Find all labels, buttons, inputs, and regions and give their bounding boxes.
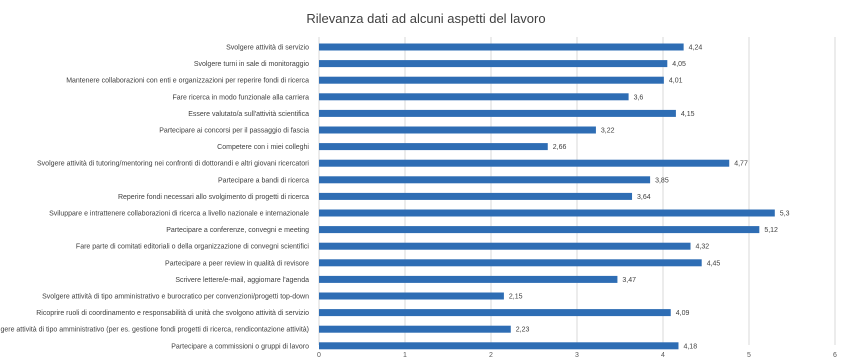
category-label: Partecipare a conferenze, convegni e mee… — [166, 227, 309, 234]
bar — [319, 242, 691, 250]
category-label: Scrivere lettere/e-mail, aggiornare l'ag… — [175, 277, 309, 284]
gridlines — [318, 37, 836, 345]
data-label: 4,15 — [681, 111, 695, 118]
category-label: Reperire fondi necessari allo svolgiment… — [118, 194, 309, 201]
category-label: Fare parte di comitati editoriali o dell… — [76, 244, 310, 251]
category-label: Essere valutato/a sull'attività scientif… — [188, 111, 309, 118]
data-label: 2,23 — [516, 327, 530, 334]
x-tick-label: 5 — [747, 352, 751, 359]
x-tick-label: 4 — [661, 352, 665, 359]
category-label: Partecipare a peer review in qualità di … — [165, 260, 309, 267]
bar — [319, 126, 596, 134]
category-label: Svolgere attività di tipo amministrativo… — [42, 294, 309, 301]
category-label: Sviluppare e intrattenere collaborazioni… — [49, 211, 309, 218]
bar — [319, 209, 775, 217]
x-tick-label: 0 — [317, 352, 321, 359]
bar — [319, 292, 504, 300]
x-tick-label: 6 — [833, 352, 837, 359]
data-label: 4,77 — [734, 161, 748, 168]
category-label: Svolgere attività di tipo amministrativo… — [0, 327, 309, 334]
bar — [319, 93, 629, 101]
bar — [319, 159, 730, 167]
data-label: 4,32 — [696, 244, 710, 251]
x-tick-label: 2 — [489, 352, 493, 359]
data-label: 4,05 — [672, 61, 686, 68]
data-label: 4,18 — [683, 343, 697, 350]
category-label: Partecipare a commissioni o gruppi di la… — [171, 343, 309, 350]
data-label: 5,12 — [764, 227, 778, 234]
bars — [319, 43, 775, 350]
bar — [319, 60, 668, 68]
x-axis-ticks: 0 1 2 3 4 5 6 — [317, 352, 837, 359]
bar — [319, 325, 511, 333]
data-label: 4,09 — [676, 310, 690, 317]
bar — [319, 275, 618, 283]
bar — [319, 226, 760, 234]
bar — [319, 259, 702, 267]
data-label: 3,64 — [637, 194, 651, 201]
bar — [319, 342, 679, 350]
value-labels: 4,24 4,05 4,01 3,6 4,15 3,22 2,66 4,77 3,85 3,64 5… — [509, 45, 790, 351]
data-label: 2,66 — [553, 144, 567, 151]
category-label: Svolgere attività di servizio — [226, 45, 309, 52]
category-label: Svolgere attività di tutoring/mentoring … — [37, 161, 309, 168]
data-label: 4,45 — [707, 260, 721, 267]
category-label: Partecipare ai concorsi per il passaggio… — [159, 128, 309, 135]
data-label: 4,01 — [669, 78, 683, 85]
data-label: 3,22 — [601, 128, 615, 135]
bar — [319, 43, 684, 51]
bar — [319, 176, 651, 184]
bar — [319, 143, 548, 151]
category-labels: Svolgere attività di servizio Svolgere tu… — [0, 45, 309, 351]
bar — [319, 76, 664, 84]
category-label: Ricoprire ruoli di coordinamento e respo… — [36, 310, 309, 317]
data-label: 3,85 — [655, 177, 669, 184]
data-label: 3,6 — [634, 94, 644, 101]
data-label: 2,15 — [509, 294, 523, 301]
x-tick-label: 3 — [575, 352, 579, 359]
bar — [319, 192, 633, 200]
category-label: Mantenere collaborazioni con enti e orga… — [66, 78, 309, 85]
bar — [319, 109, 676, 117]
data-label: 4,24 — [689, 45, 703, 52]
category-label: Partecipare a bandi di ricerca — [218, 177, 309, 184]
category-label: Competere con i miei colleghi — [217, 144, 309, 151]
bar — [319, 309, 671, 317]
x-tick-label: 1 — [403, 352, 407, 359]
category-label: Svolgere turni in sale di monitoraggio — [194, 61, 309, 68]
category-label: Fare ricerca in modo funzionale alla car… — [172, 94, 309, 101]
data-label: 3,47 — [622, 277, 636, 284]
data-label: 5,3 — [780, 211, 790, 218]
chart-title: Rilevanza dati ad alcuni aspetti del lav… — [306, 11, 545, 26]
